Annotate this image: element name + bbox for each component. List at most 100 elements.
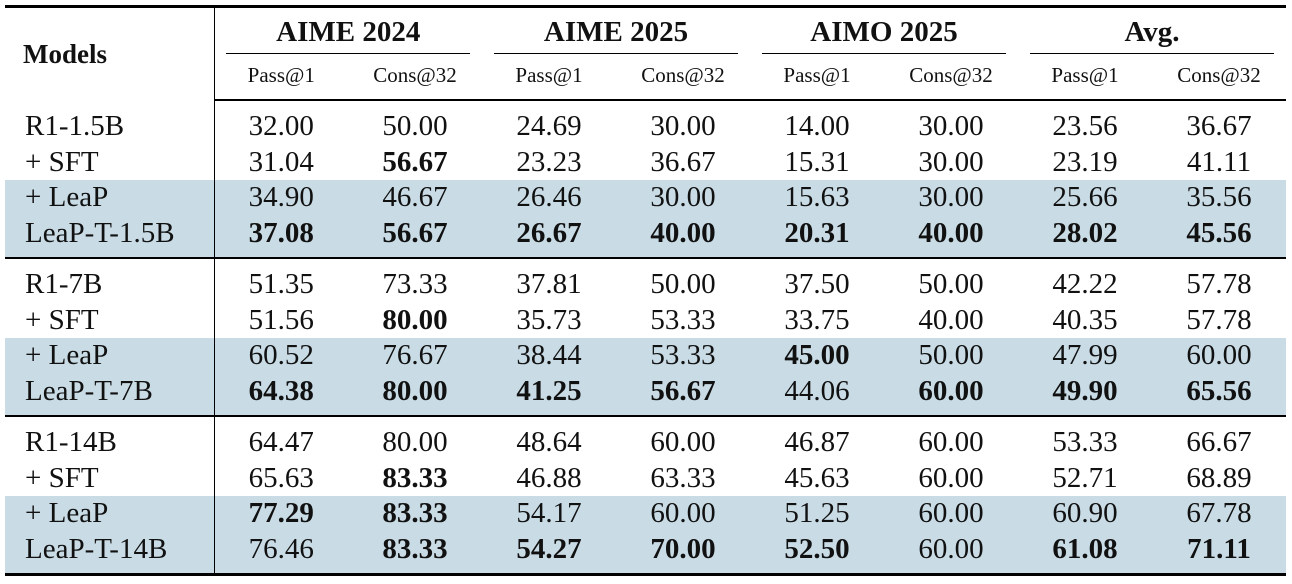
cons-at-32-cell: 40.00 [884, 215, 1018, 259]
pass-at-1-cell: 76.46 [214, 531, 348, 576]
cons-at-32-cell: 30.00 [616, 180, 750, 216]
pass-at-1-cell: 46.88 [516, 461, 582, 494]
table-row: R1-7B 51.35 73.33 37.81 50.00 37.50 50.00 42.22… [5, 258, 1286, 303]
subheader-cons-at-32: Cons@32 [884, 61, 1018, 101]
cons-at-32-cell: 50.00 [918, 268, 984, 301]
cons-at-32-cell: 60.00 [918, 461, 984, 494]
pass-at-1-cell: 52.71 [1052, 461, 1118, 494]
pass-at-1-cell: 51.25 [750, 496, 884, 532]
subheader-pass-at-1: Pass@1 [482, 61, 616, 101]
cons-at-32-cell: 67.78 [1152, 496, 1286, 532]
pass-at-1-cell: 54.27 [482, 531, 616, 576]
cons-at-32-cell: 60.00 [884, 373, 1018, 417]
model-name-cell: + SFT [5, 144, 215, 180]
model-name-cell: R1-14B [5, 416, 215, 461]
pass-at-1-cell: 45.00 [750, 338, 884, 374]
pass-at-1-cell: 31.04 [248, 145, 314, 178]
model-group-2: R1-7B 51.35 73.33 37.81 50.00 37.50 50.00 42.22… [5, 258, 1286, 417]
table-row: + SFT 31.04 56.67 23.23 36.67 15.31 30.00 23.19… [5, 144, 1286, 180]
pass-at-1-cell: 41.25 [482, 373, 616, 417]
subheader-cons-at-32: Cons@32 [1152, 61, 1286, 101]
subheader-pass-at-1: Pass@1 [750, 61, 884, 101]
cons-at-32-cell: 66.67 [1186, 426, 1252, 459]
cons-at-32-cell: 60.00 [650, 426, 716, 459]
cons-at-32-cell: 68.89 [1186, 461, 1252, 494]
cons-at-32-cell: 83.33 [348, 531, 482, 576]
cons-at-32-cell: 50.00 [382, 110, 448, 143]
cons-at-32-cell: 60.00 [884, 496, 1018, 532]
pass-at-1-cell: 47.99 [1018, 338, 1152, 374]
group-header-aime-2025: AIME 2025 [482, 5, 750, 61]
model-name-cell: + SFT [5, 302, 215, 338]
cons-at-32-cell: 57.78 [1186, 303, 1252, 336]
cons-at-32-cell: 40.00 [918, 303, 984, 336]
model-name-cell: LeaP-T-1.5B [5, 215, 215, 259]
cons-at-32-cell: 60.00 [1152, 338, 1286, 374]
pass-at-1-cell: 37.50 [784, 268, 850, 301]
pass-at-1-cell: 28.02 [1018, 215, 1152, 259]
cons-at-32-cell: 30.00 [918, 145, 984, 178]
model-group-3: R1-14B 64.47 80.00 48.64 60.00 46.87 60.00 53.3… [5, 416, 1286, 576]
model-name-cell: + LeaP [5, 338, 215, 374]
pass-at-1-cell: 64.38 [214, 373, 348, 417]
cons-at-32-cell: 83.33 [348, 496, 482, 532]
pass-at-1-cell: 23.19 [1052, 145, 1118, 178]
cons-at-32-cell: 30.00 [918, 110, 984, 143]
header-row-groups: Models AIME 2024 AIME 2025 AIMO 2025 Avg… [5, 5, 1286, 100]
pass-at-1-cell: 34.90 [214, 180, 348, 216]
cons-at-32-cell: 60.00 [616, 496, 750, 532]
cons-at-32-cell: 65.56 [1152, 373, 1286, 417]
cons-at-32-cell: 50.00 [884, 338, 1018, 374]
header-row-metrics: Pass@1 Cons@32 Pass@1 Cons@32 Pass@1 Con… [5, 61, 1286, 101]
table-row: LeaP-T-7B 64.38 80.00 41.25 56.67 44.06 60.00 4… [5, 373, 1286, 417]
cons-at-32-cell: 36.67 [650, 145, 716, 178]
cons-at-32-cell: 71.11 [1152, 531, 1286, 576]
pass-at-1-cell: 54.17 [482, 496, 616, 532]
pass-at-1-cell: 15.31 [784, 145, 850, 178]
pass-at-1-cell: 24.69 [516, 110, 582, 143]
model-name-cell: LeaP-T-7B [5, 373, 215, 417]
pass-at-1-cell: 51.56 [248, 303, 314, 336]
pass-at-1-cell: 32.00 [248, 110, 314, 143]
models-column-header: Models [5, 5, 215, 100]
pass-at-1-cell: 20.31 [750, 215, 884, 259]
cons-at-32-cell: 40.00 [616, 215, 750, 259]
model-name-cell: + LeaP [5, 180, 215, 216]
table-row: + SFT 51.56 80.00 35.73 53.33 33.75 40.00 40.35… [5, 302, 1286, 338]
table-row: + SFT 65.63 83.33 46.88 63.33 45.63 60.00 52.71… [5, 460, 1286, 496]
subheader-pass-at-1: Pass@1 [214, 61, 348, 101]
pass-at-1-cell: 53.33 [1052, 426, 1118, 459]
pass-at-1-cell: 25.66 [1018, 180, 1152, 216]
model-name-cell: LeaP-T-14B [5, 531, 215, 576]
pass-at-1-cell: 44.06 [750, 373, 884, 417]
results-table: Models AIME 2024 AIME 2025 AIMO 2025 Avg… [5, 5, 1286, 576]
pass-at-1-cell: 40.35 [1052, 303, 1118, 336]
table-row: + LeaP 60.52 76.67 38.44 53.33 45.00 50.00 47.9… [5, 338, 1286, 374]
pass-at-1-cell: 48.64 [516, 426, 582, 459]
group-header-avg: Avg. [1018, 5, 1286, 61]
group-label: AIMO 2025 [762, 16, 1006, 54]
pass-at-1-cell: 26.46 [482, 180, 616, 216]
table-row: R1-14B 64.47 80.00 48.64 60.00 46.87 60.00 53.3… [5, 416, 1286, 461]
pass-at-1-cell: 60.90 [1018, 496, 1152, 532]
cons-at-32-cell: 73.33 [382, 268, 448, 301]
cons-at-32-cell: 53.33 [616, 338, 750, 374]
cons-at-32-cell: 41.11 [1186, 145, 1252, 178]
pass-at-1-cell: 52.50 [750, 531, 884, 576]
cons-at-32-cell: 60.00 [918, 426, 984, 459]
pass-at-1-cell: 61.08 [1018, 531, 1152, 576]
table-row: LeaP-T-14B 76.46 83.33 54.27 70.00 52.50 60.00… [5, 531, 1286, 576]
pass-at-1-cell: 37.81 [516, 268, 582, 301]
cons-at-32-cell: 53.33 [650, 303, 716, 336]
group-label: AIME 2025 [494, 16, 738, 54]
cons-at-32-cell: 30.00 [650, 110, 716, 143]
cons-at-32-cell: 45.56 [1152, 215, 1286, 259]
cons-at-32-cell: 70.00 [616, 531, 750, 576]
pass-at-1-cell: 45.63 [784, 461, 850, 494]
cons-at-32-cell: 56.67 [382, 145, 448, 178]
model-name-cell: R1-1.5B [5, 100, 215, 145]
cons-at-32-cell: 30.00 [884, 180, 1018, 216]
cons-at-32-cell: 36.67 [1186, 110, 1252, 143]
cons-at-32-cell: 56.67 [616, 373, 750, 417]
